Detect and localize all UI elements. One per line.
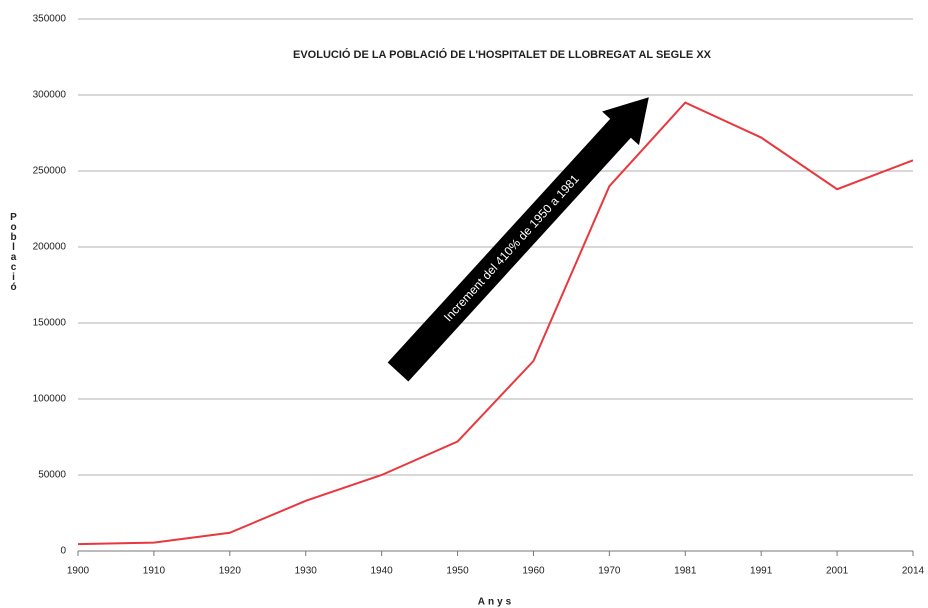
y-tick-label: 100000 [33,394,67,405]
x-tick-label: 1960 [522,566,545,577]
y-axis-label: Població [8,212,19,292]
y-tick-label: 250000 [33,166,67,177]
chart-title: EVOLUCIÓ DE LA POBLACIÓ DE L'HOSPITALET … [293,48,712,61]
arrow-shape [387,97,649,382]
x-tick-label: 1940 [371,566,394,577]
annotation-text: Increment del 410% de 1950 a 1981 [441,172,582,325]
y-tick-label: 50000 [38,470,66,481]
y-tick-label: 150000 [33,318,67,329]
x-tick-label: 1950 [446,566,469,577]
y-tick-label: 350000 [33,14,67,25]
x-tick-label: 1981 [674,566,697,577]
x-tick-label: 2014 [902,566,925,577]
x-tick-label: 1920 [219,566,242,577]
x-tick-label: 1970 [598,566,621,577]
y-tick-label: 200000 [33,242,67,253]
y-tick-label: 0 [60,546,66,557]
x-tick-label: 1930 [295,566,318,577]
annotation-arrow: Increment del 410% de 1950 a 1981 [387,97,649,382]
x-tick-label: 1910 [143,566,166,577]
data-line [77,101,914,546]
y-tick-label: 300000 [33,90,67,101]
x-tick-label: 1900 [67,566,90,577]
x-tick-label: 2001 [826,566,849,577]
x-tick-label: 1991 [750,566,773,577]
x-axis-label: Anys [478,597,514,608]
